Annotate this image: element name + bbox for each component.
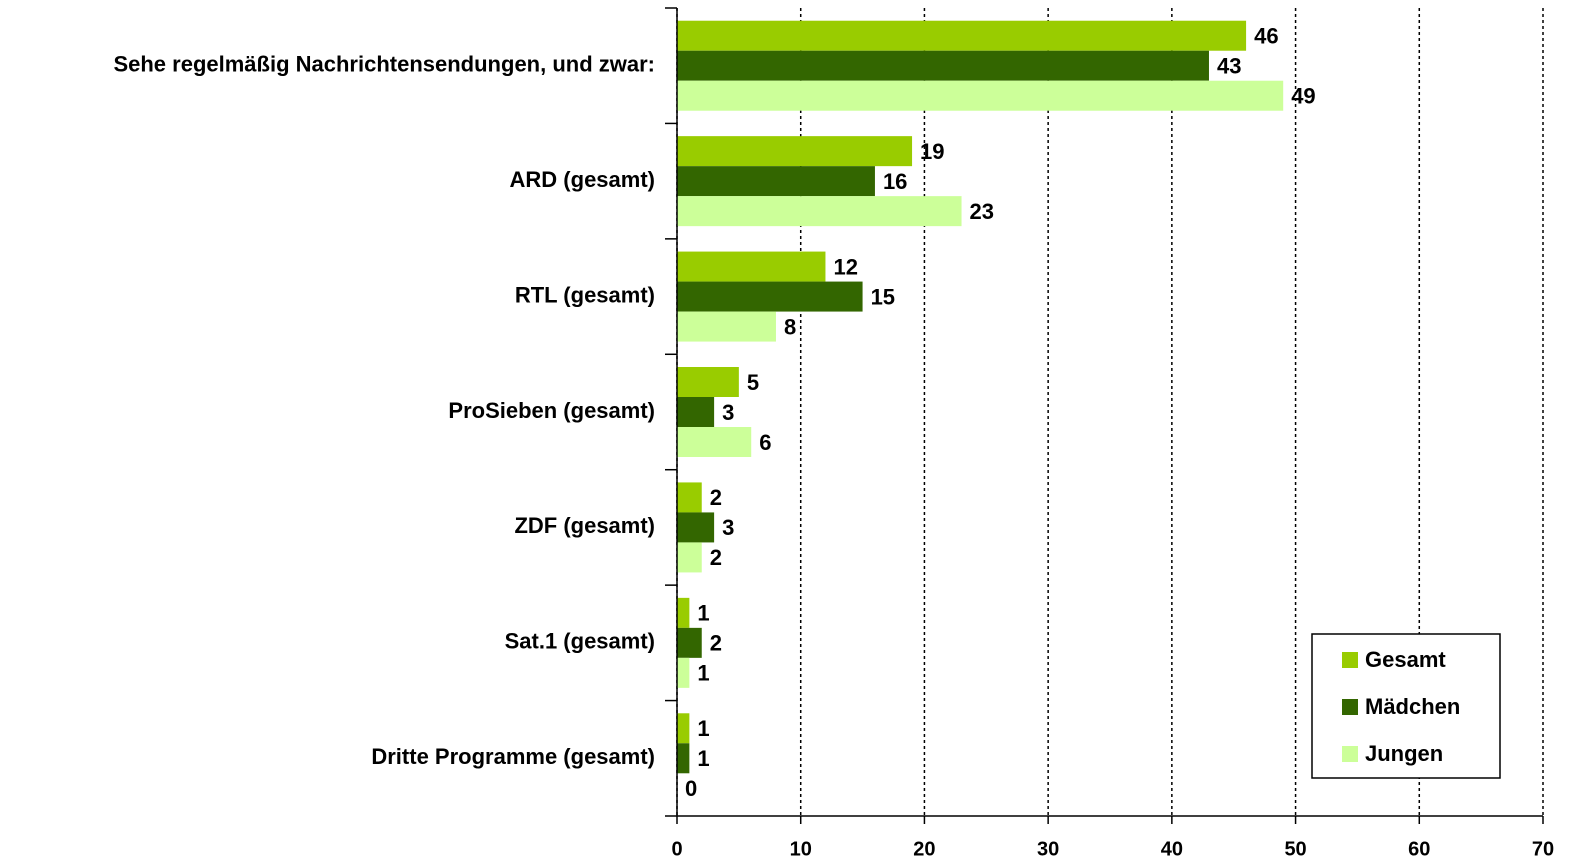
data-label: 8 — [784, 314, 796, 339]
category-label: ARD (gesamt) — [510, 167, 655, 192]
x-tick-label: 70 — [1532, 838, 1554, 860]
bar — [677, 20, 1247, 51]
data-label: 46 — [1254, 24, 1278, 49]
category-label: ZDF (gesamt) — [514, 513, 655, 538]
bar — [677, 196, 962, 227]
x-tick-label: 50 — [1284, 838, 1306, 860]
data-label: 15 — [871, 284, 895, 309]
x-tick-label: 40 — [1161, 838, 1183, 860]
category-label: RTL (gesamt) — [515, 282, 655, 307]
data-label: 23 — [970, 199, 994, 224]
bar — [677, 166, 875, 197]
legend-label: Jungen — [1365, 741, 1443, 766]
data-label: 5 — [747, 370, 759, 395]
data-label: 2 — [710, 631, 722, 656]
category-label: Sehe regelmäßig Nachrichtensendungen, un… — [113, 52, 655, 77]
data-label: 3 — [722, 515, 734, 540]
category-label: ProSieben (gesamt) — [448, 398, 655, 423]
category-label: Sat.1 (gesamt) — [505, 629, 655, 654]
legend-swatch — [1342, 746, 1358, 762]
bar — [677, 597, 690, 628]
x-tick-label: 0 — [671, 838, 682, 860]
data-label: 3 — [722, 400, 734, 425]
bar — [677, 627, 702, 658]
data-label: 2 — [710, 485, 722, 510]
data-label: 49 — [1291, 84, 1315, 109]
category-label: Dritte Programme (gesamt) — [371, 744, 655, 769]
bar — [677, 713, 690, 744]
x-tick-label: 20 — [913, 838, 935, 860]
data-label: 6 — [759, 430, 771, 455]
legend-swatch — [1342, 652, 1358, 668]
bar — [677, 512, 715, 543]
bar — [677, 482, 702, 513]
legend-swatch — [1342, 699, 1358, 715]
bar — [677, 657, 690, 688]
bar — [677, 743, 690, 774]
bar — [677, 542, 702, 573]
bar — [677, 397, 715, 427]
data-label: 1 — [697, 746, 709, 771]
data-label: 0 — [685, 776, 697, 801]
x-tick-label: 30 — [1037, 838, 1059, 860]
data-label: 12 — [833, 254, 857, 279]
data-label: 43 — [1217, 54, 1241, 79]
bar — [677, 136, 913, 167]
bar — [677, 427, 752, 457]
data-label: 1 — [697, 601, 709, 626]
data-label: 1 — [697, 716, 709, 741]
data-label: 16 — [883, 169, 907, 194]
bar — [677, 367, 739, 397]
data-label: 1 — [697, 661, 709, 686]
bar — [677, 80, 1284, 111]
x-tick-label: 60 — [1408, 838, 1430, 860]
bar — [677, 50, 1209, 81]
bar — [677, 281, 863, 312]
bar — [677, 251, 826, 282]
data-label: 2 — [710, 545, 722, 570]
x-tick-label: 10 — [790, 838, 812, 860]
legend-label: Gesamt — [1365, 647, 1446, 672]
data-label: 19 — [920, 139, 944, 164]
bar — [677, 311, 776, 342]
legend-label: Mädchen — [1365, 694, 1460, 719]
